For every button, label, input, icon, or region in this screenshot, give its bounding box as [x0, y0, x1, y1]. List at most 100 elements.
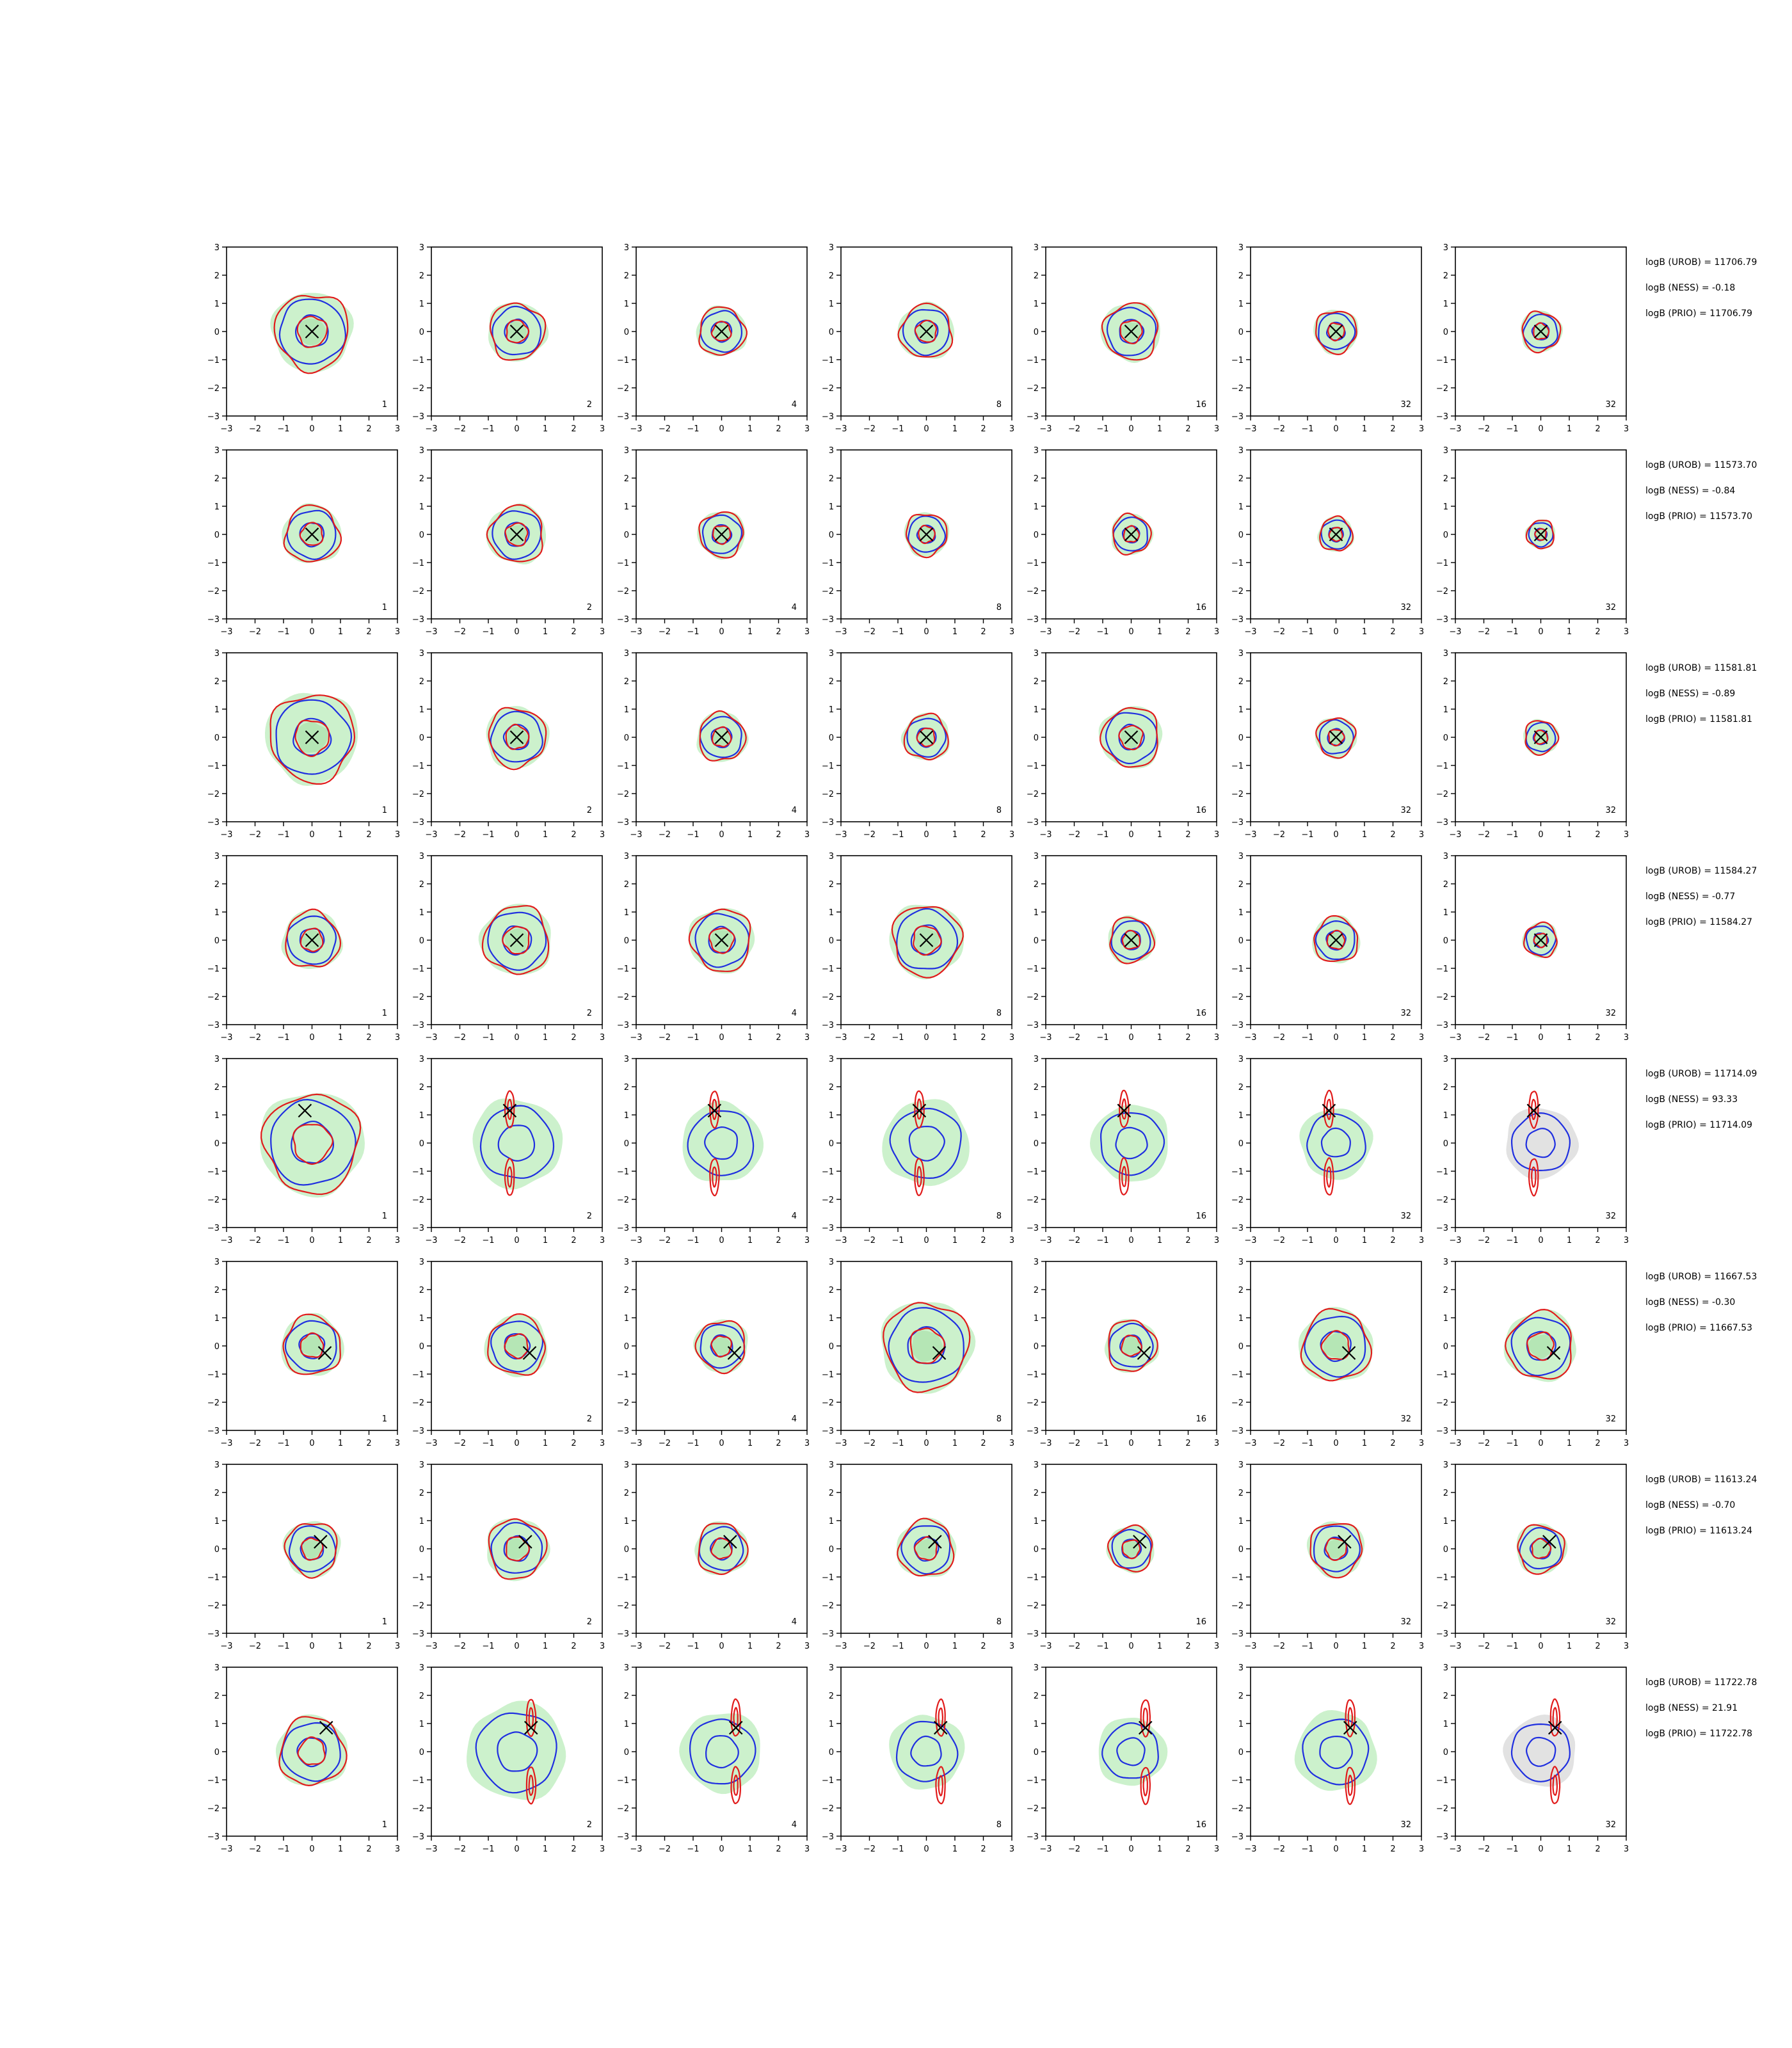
blue-contour-inner — [1319, 1736, 1353, 1770]
x-tick-label: 1 — [1157, 1033, 1162, 1043]
true-value-marker — [317, 1346, 332, 1360]
y-tick-label: 1 — [829, 908, 834, 918]
y-tick-label: −2 — [412, 1398, 424, 1408]
x-tick-label: 3 — [1214, 424, 1219, 434]
panel-number-label: 16 — [1196, 1009, 1206, 1018]
x-tick-label: 0 — [514, 1236, 519, 1245]
x-tick-label: 3 — [804, 627, 810, 637]
y-tick-label: −1 — [822, 1370, 834, 1380]
x-tick-label: 1 — [1362, 627, 1367, 637]
x-tick-label: 3 — [600, 1844, 605, 1854]
y-tick-label: −3 — [1436, 818, 1448, 828]
red-contour-outer — [1309, 1523, 1363, 1579]
red-contour-mode — [1345, 1766, 1356, 1805]
x-tick-label: 2 — [571, 830, 576, 840]
red-contour-mode — [730, 1766, 741, 1805]
subplot-panel: −3 −2 −1 0 1 2 3 3 2 1 0 −1 −2 −3 1 — [207, 1055, 400, 1245]
plot-area — [1298, 1307, 1373, 1382]
x-tick-label: −3 — [630, 424, 642, 434]
panel-number-label: 16 — [1196, 1212, 1206, 1221]
y-tick-label: −3 — [617, 615, 629, 625]
panel-number-label: 32 — [1605, 1414, 1616, 1424]
plot-area — [282, 503, 342, 563]
x-tick-label: 1 — [1157, 1439, 1162, 1448]
x-tick-label: −3 — [1449, 1844, 1461, 1854]
y-tick-label: 3 — [1238, 1460, 1244, 1470]
panel-number-label: 32 — [1400, 1212, 1411, 1221]
x-tick-label: 2 — [366, 1236, 371, 1245]
y-tick-label: −1 — [412, 1167, 424, 1177]
subplot-panel: −3 −2 −1 0 1 2 3 3 2 1 0 −1 −2 −3 1 — [207, 1460, 400, 1651]
x-tick-label: 0 — [309, 830, 314, 840]
y-tick-label: −1 — [617, 1573, 629, 1583]
x-tick-label: 2 — [1595, 1642, 1600, 1651]
y-tick-label: −3 — [207, 1427, 220, 1436]
x-tick-label: −3 — [1244, 1642, 1256, 1651]
x-tick-label: 0 — [309, 1642, 314, 1651]
blue-contour-inner — [1121, 525, 1140, 544]
x-tick-label: 3 — [1419, 1642, 1424, 1651]
x-tick-label: 2 — [1390, 830, 1395, 840]
x-tick-label: 2 — [1185, 1236, 1190, 1245]
red-contour-inner — [710, 1335, 733, 1358]
x-tick-label: 2 — [1390, 1033, 1395, 1043]
red-contour-inner — [300, 1332, 324, 1358]
red-contour-mode-inner — [1121, 1165, 1127, 1187]
y-tick-label: −3 — [1027, 615, 1039, 625]
y-tick-label: 2 — [829, 271, 834, 281]
y-tick-label: 0 — [624, 733, 629, 743]
y-tick-label: −2 — [1027, 993, 1039, 1002]
blue-contour-inner — [291, 1121, 335, 1164]
subplot-panel: −3 −2 −1 0 1 2 3 3 2 1 0 −1 −2 −3 8 — [822, 1460, 1014, 1651]
y-tick-label: 0 — [1443, 328, 1448, 337]
y-tick-label: 1 — [1238, 1314, 1244, 1324]
x-tick-label: 1 — [543, 1844, 548, 1854]
y-tick-label: 1 — [1238, 300, 1244, 309]
x-tick-label: 0 — [1538, 830, 1543, 840]
blue-contour-outer — [1510, 1316, 1571, 1377]
x-tick-label: 1 — [1567, 1844, 1572, 1854]
y-tick-label: 3 — [624, 1460, 629, 1470]
blue-contour-outer — [286, 915, 337, 965]
x-tick-label: 0 — [719, 1236, 724, 1245]
y-tick-label: 2 — [1238, 677, 1244, 687]
y-tick-label: 3 — [624, 243, 629, 253]
y-tick-label: −3 — [617, 1832, 629, 1842]
plot-area — [1523, 719, 1560, 756]
x-tick-label: 1 — [543, 1439, 548, 1448]
y-tick-label: −1 — [1231, 1167, 1244, 1177]
x-tick-label: 2 — [1185, 1642, 1190, 1651]
blue-contour-outer — [490, 710, 543, 763]
x-tick-label: 2 — [1390, 1236, 1395, 1245]
red-contour-outer — [1521, 310, 1562, 354]
subplot-panel: −3 −2 −1 0 1 2 3 3 2 1 0 −1 −2 −3 4 — [617, 1460, 810, 1651]
x-tick-label: −2 — [1068, 1033, 1080, 1043]
x-tick-label: −1 — [277, 424, 289, 434]
y-tick-label: 2 — [829, 677, 834, 687]
red-contour-outer — [694, 1320, 746, 1375]
y-tick-label: −1 — [617, 762, 629, 771]
x-tick-label: 0 — [309, 627, 314, 637]
y-tick-label: 0 — [1443, 733, 1448, 743]
x-tick-label: 0 — [514, 1033, 519, 1043]
x-tick-label: 3 — [1009, 1236, 1014, 1245]
y-tick-label: 1 — [1443, 705, 1448, 715]
y-tick-label: −2 — [412, 587, 424, 596]
panel-number-label: 32 — [1605, 1820, 1616, 1830]
x-tick-label: 3 — [1624, 1844, 1629, 1854]
y-tick-label: −3 — [1027, 412, 1039, 422]
true-value-marker — [933, 1720, 948, 1735]
y-tick-label: 2 — [624, 1692, 629, 1701]
y-tick-label: −1 — [207, 356, 220, 365]
red-contour-inner — [1121, 1539, 1141, 1560]
red-contour-mode — [1549, 1766, 1561, 1804]
blue-contour-inner — [1326, 321, 1346, 341]
y-tick-label: 2 — [1238, 880, 1244, 890]
subplot-panel: −3 −2 −1 0 1 2 3 3 2 1 0 −1 −2 −3 8 — [822, 446, 1014, 637]
x-tick-label: −1 — [892, 830, 904, 840]
x-tick-label: −1 — [892, 424, 904, 434]
blue-contour-outer — [1511, 1112, 1571, 1171]
logb-stat-text: logB (UROB) = 11714.09 — [1645, 1069, 1757, 1079]
x-tick-label: 1 — [748, 424, 753, 434]
